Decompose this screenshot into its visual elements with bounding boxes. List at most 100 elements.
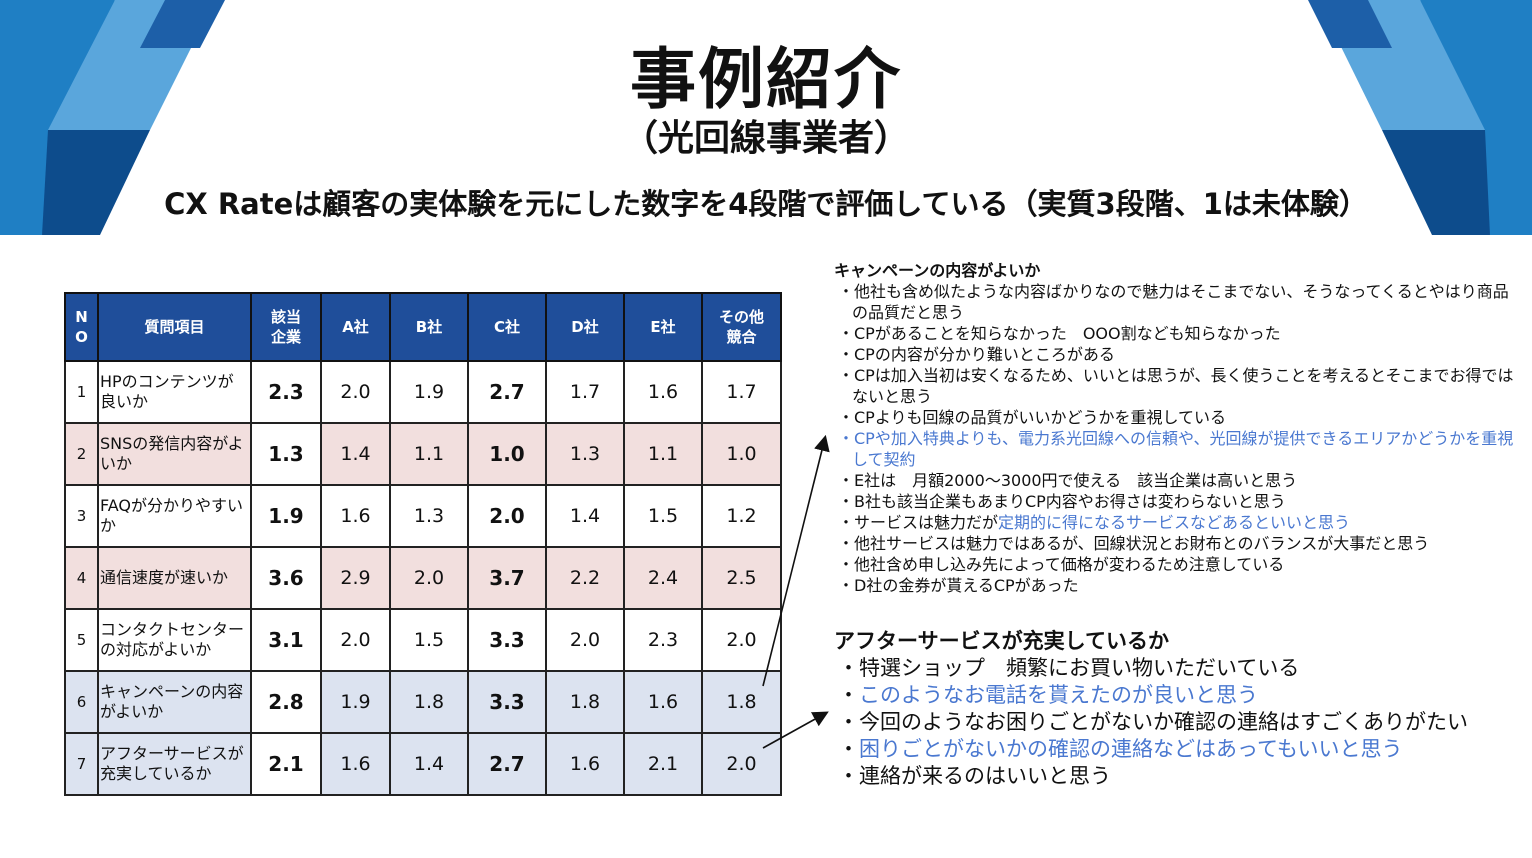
score-target: 2.8: [250, 670, 322, 734]
score-target: 1.3: [250, 422, 322, 486]
header-d: D社: [545, 292, 625, 362]
table-row: 3 FAQが分かりやすいか 1.9 1.6 1.3 2.0 1.4 1.5 1.2: [64, 484, 782, 548]
campaign-comment: ・D社の金券が貰えるCPがあった: [834, 575, 1514, 596]
score-e: 1.6: [623, 360, 703, 424]
campaign-heading: キャンペーンの内容がよいか: [834, 261, 1041, 280]
comment-text: ・今回のようなお困りごとがないか確認の連絡はすごくありがたい: [838, 710, 1468, 734]
score-c: 3.3: [467, 670, 547, 734]
comment-text: ・他社サービスは魅力ではあるが、回線状況とお財布とのバランスが大事だと思う: [838, 534, 1430, 553]
comment-text: ・連絡が来るのはいいと思う: [838, 764, 1111, 788]
score-e: 2.3: [623, 608, 703, 672]
score-c: 2.7: [467, 732, 547, 796]
header-c: C社: [467, 292, 547, 362]
score-c: 2.7: [467, 360, 547, 424]
score-d: 2.2: [545, 546, 625, 610]
table-row: 5 コンタクトセンターの対応がよいか 3.1 2.0 1.5 3.3 2.0 2.3 2.0: [64, 608, 782, 672]
question-cell: FAQが分かりやすいか: [97, 484, 252, 548]
after-service-comment: ・連絡が来るのはいいと思う: [834, 763, 1524, 790]
comment-text: ・D社の金券が貰えるCPがあった: [838, 576, 1079, 595]
comment-text: ・サービスは魅力だが: [838, 513, 999, 532]
after-service-comment: ・困りごとがないかの確認の連絡などはあってもいいと思う: [834, 736, 1524, 763]
cx-rate-table: N O 質問項目 該当 企業 A社 B社 C社 D社 E社 その他 競合 1 HP…: [64, 292, 782, 796]
score-e: 2.4: [623, 546, 703, 610]
score-e: 1.1: [623, 422, 703, 486]
comment-text: ・他社含め申し込み先によって価格が変わるため注意している: [838, 555, 1285, 574]
comment-text: ・B社も該当企業もあまりCP内容やお得さは変わらないと思う: [838, 492, 1286, 511]
score-e: 1.6: [623, 670, 703, 734]
score-b: 1.8: [389, 670, 469, 734]
score-a: 2.0: [320, 360, 391, 424]
slide-title: 事例紹介: [630, 41, 902, 118]
score-b: 1.4: [389, 732, 469, 796]
header-e: E社: [623, 292, 703, 362]
campaign-comment: ・E社は 月額2000～3000円で使える 該当企業は高いと思う: [834, 470, 1514, 491]
comment-text: ・CPは加入当初は安くなるため、いいとは思うが、長く使うことを考えるとそこまでお…: [838, 366, 1514, 406]
header-target: 該当 企業: [250, 292, 322, 362]
score-b: 1.1: [389, 422, 469, 486]
after-service-heading: アフターサービスが充実しているか: [834, 629, 1169, 653]
score-other: 1.7: [701, 360, 782, 424]
score-e: 1.5: [623, 484, 703, 548]
after-service-comment: ・今回のようなお困りごとがないか確認の連絡はすごくありがたい: [834, 709, 1524, 736]
comment-text: ・特選ショップ 頻繁にお買い物いただいている: [838, 656, 1300, 680]
score-a: 2.0: [320, 608, 391, 672]
header-a: A社: [320, 292, 391, 362]
campaign-comment: ・CPや加入特典よりも、電力系光回線への信頼や、光回線が提供できるエリアかどうか…: [834, 428, 1514, 470]
campaign-comment: ・他社も含め似たような内容ばかりなので魅力はそこまでない、そうなってくるとやはり…: [834, 281, 1514, 323]
table-header-row: N O 質問項目 該当 企業 A社 B社 C社 D社 E社 その他 競合: [64, 292, 782, 362]
comment-text: このようなお電話を貰えたのが良いと思う: [859, 683, 1258, 707]
score-c: 3.7: [467, 546, 547, 610]
row-number: 6: [64, 670, 99, 734]
campaign-comment: ・他社サービスは魅力ではあるが、回線状況とお財布とのバランスが大事だと思う: [834, 533, 1514, 554]
score-other: 2.0: [701, 732, 782, 796]
comment-text: ・: [838, 683, 859, 707]
comment-text: ・CPや加入特典よりも、電力系光回線への信頼や、光回線が提供できるエリアかどうか…: [838, 429, 1514, 469]
question-cell: SNSの発信内容がよいか: [97, 422, 252, 486]
campaign-comment: ・CPは加入当初は安くなるため、いいとは思うが、長く使うことを考えるとそこまでお…: [834, 365, 1514, 407]
score-b: 2.0: [389, 546, 469, 610]
header-question: 質問項目: [97, 292, 252, 362]
comment-text: ・CPよりも回線の品質がいいかどうかを重視している: [838, 408, 1227, 427]
comment-text: ・CPがあることを知らなかった OOO割なども知らなかった: [838, 324, 1281, 343]
score-a: 1.6: [320, 484, 391, 548]
row-number: 7: [64, 732, 99, 796]
score-d: 1.6: [545, 732, 625, 796]
campaign-comment: ・サービスは魅力だが定期的に得になるサービスなどあるといいと思う: [834, 512, 1514, 533]
table-row: 4 通信速度が速いか 3.6 2.9 2.0 3.7 2.2 2.4 2.5: [64, 546, 782, 610]
score-target: 1.9: [250, 484, 322, 548]
score-other: 2.0: [701, 608, 782, 672]
comment-text: ・他社も含め似たような内容ばかりなので魅力はそこまでない、そうなってくるとやはり…: [838, 282, 1509, 322]
row-number: 4: [64, 546, 99, 610]
score-other: 2.5: [701, 546, 782, 610]
comment-text: ・E社は 月額2000～3000円で使える 該当企業は高いと思う: [838, 471, 1298, 490]
score-target: 3.6: [250, 546, 322, 610]
score-a: 2.9: [320, 546, 391, 610]
header-no: N O: [64, 292, 99, 362]
question-cell: 通信速度が速いか: [97, 546, 252, 610]
question-cell: アフターサービスが充実しているか: [97, 732, 252, 796]
table-row: 1 HPのコンテンツが良いか 2.3 2.0 1.9 2.7 1.7 1.6 1.7: [64, 360, 782, 424]
header-b: B社: [389, 292, 469, 362]
campaign-comment: ・CPの内容が分かり難いところがある: [834, 344, 1514, 365]
campaign-comment: ・CPがあることを知らなかった OOO割なども知らなかった: [834, 323, 1514, 344]
table-row: 2 SNSの発信内容がよいか 1.3 1.4 1.1 1.0 1.3 1.1 1.0: [64, 422, 782, 486]
row-number: 5: [64, 608, 99, 672]
comment-text: 定期的に得になるサービスなどあるといいと思う: [998, 513, 1351, 532]
question-cell: キャンペーンの内容がよいか: [97, 670, 252, 734]
score-d: 1.4: [545, 484, 625, 548]
score-a: 1.4: [320, 422, 391, 486]
comment-text: ・: [838, 737, 859, 761]
score-other: 1.0: [701, 422, 782, 486]
campaign-comment: ・B社も該当企業もあまりCP内容やお得さは変わらないと思う: [834, 491, 1514, 512]
after-service-comment: ・特選ショップ 頻繁にお買い物いただいている: [834, 655, 1524, 682]
score-d: 1.7: [545, 360, 625, 424]
campaign-comments: キャンペーンの内容がよいか ・他社も含め似たような内容ばかりなので魅力はそこまで…: [834, 260, 1514, 596]
score-other: 1.2: [701, 484, 782, 548]
table-row: 7 アフターサービスが充実しているか 2.1 1.6 1.4 2.7 1.6 2.1 2.0: [64, 732, 782, 796]
score-c: 2.0: [467, 484, 547, 548]
score-target: 3.1: [250, 608, 322, 672]
after-service-comments: アフターサービスが充実しているか ・特選ショップ 頻繁にお買い物いただいている・…: [834, 628, 1524, 790]
score-b: 1.3: [389, 484, 469, 548]
score-a: 1.6: [320, 732, 391, 796]
score-d: 1.3: [545, 422, 625, 486]
